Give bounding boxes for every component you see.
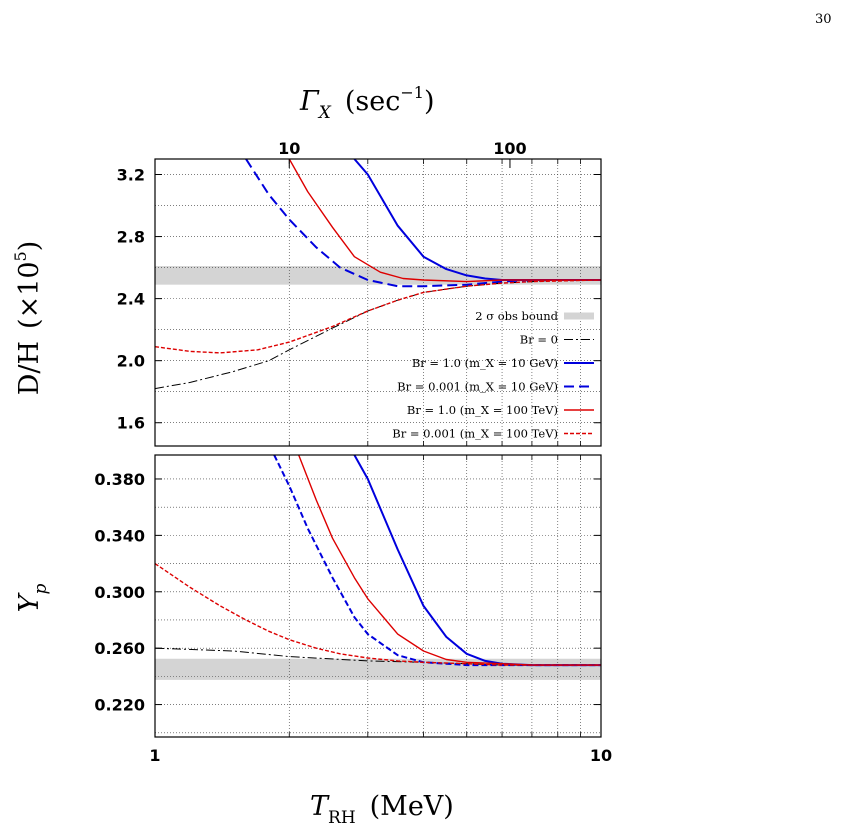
series-line — [273, 455, 601, 667]
series-line — [353, 455, 601, 667]
series-line — [288, 159, 601, 283]
legend-label: Br = 0 — [520, 333, 558, 347]
top-axis-tick-label: 10 — [278, 139, 300, 158]
obs-bound-band — [155, 658, 601, 680]
series-line — [353, 159, 601, 281]
y-tick-label: 3.2 — [117, 166, 145, 185]
y-tick-label: 2.0 — [117, 352, 145, 371]
y-tick-label: 0.380 — [94, 470, 145, 489]
legend-label: 2 σ obs bound — [475, 309, 558, 323]
legend: 2 σ obs bound Br = 0 Br = 1.0 (m_X = 10 Ge… — [392, 309, 594, 441]
series-line — [298, 455, 601, 666]
series-group — [155, 159, 601, 390]
top-axis-title: ΓX (sec−1) — [299, 83, 434, 123]
top-axis-tick-label: 100 — [493, 139, 526, 158]
x-tick-label: 10 — [590, 746, 612, 765]
plot-frame — [154, 158, 602, 447]
y-tick-label: 1.6 — [117, 414, 145, 433]
y-tick-label: 2.8 — [117, 228, 145, 247]
x-tick-label: 1 — [149, 746, 160, 765]
series-line — [155, 563, 601, 666]
y-tick-label: 0.340 — [94, 526, 145, 545]
legend-label: Br = 1.0 (m_X = 100 TeV) — [407, 403, 558, 417]
y-tick-label: 0.220 — [94, 696, 145, 715]
legend-label: Br = 0.001 (m_X = 10 GeV) — [397, 380, 558, 394]
legend-label: Br = 0.001 (m_X = 100 TeV) — [392, 427, 558, 441]
upper-y-axis-title: D/H(×105) — [11, 241, 45, 396]
y-tick-label: 2.4 — [117, 290, 145, 309]
bottom-axis-title: TRH (MeV) — [310, 791, 454, 828]
plot-frame — [154, 454, 602, 738]
lower-panel-yp: 0.220 0.260 0.300 0.340 0.380 1 10 — [94, 454, 612, 765]
series-group — [155, 455, 601, 667]
y-tick-label: 0.300 — [94, 583, 145, 602]
page-number: 30 — [815, 12, 832, 27]
lower-y-axis-title: Yp — [14, 584, 51, 613]
y-tick-label: 0.260 — [94, 639, 145, 658]
upper-panel-dh: 1.6 2.0 2.4 2.8 3.2 2 σ obs bound Br = 0 Br = 1… — [117, 139, 602, 447]
legend-label: Br = 1.0 (m_X = 10 GeV) — [412, 356, 558, 370]
